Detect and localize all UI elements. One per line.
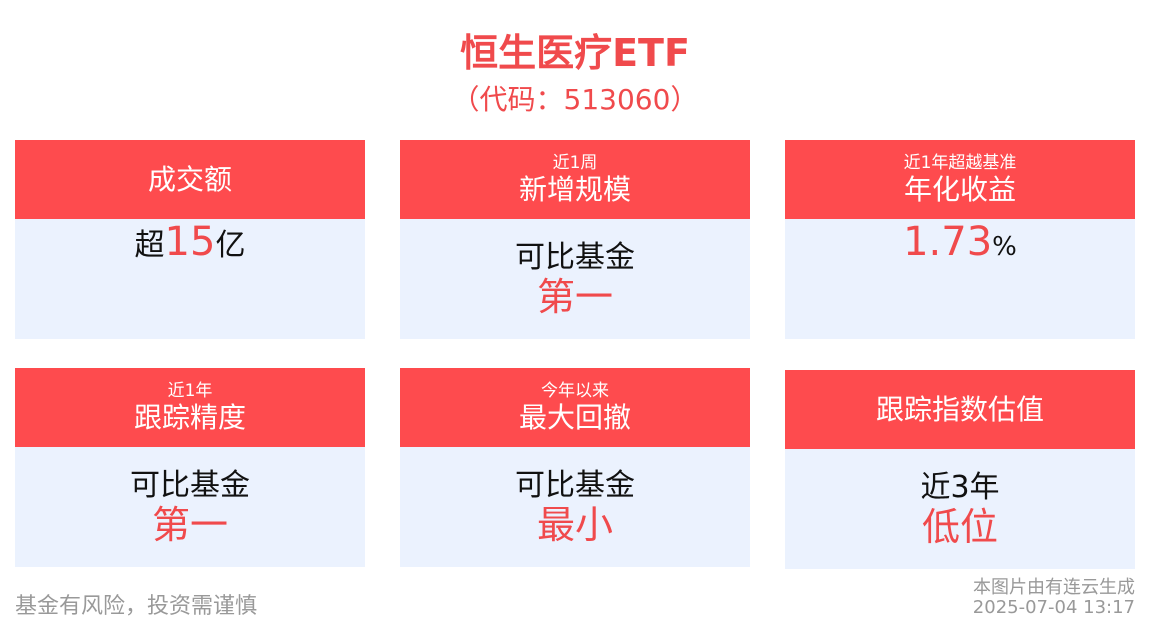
line1: 可比基金 [130, 468, 250, 503]
line2: 第一 [151, 503, 228, 547]
line1: 近3年 [920, 470, 1000, 505]
value: 1.73 [903, 219, 993, 265]
card-valuation: 跟踪指数估值 近3年 低位 [785, 370, 1135, 569]
card-subtitle: 近1年超越基准 [903, 152, 1017, 173]
source-text: 本图片由有连云生成 [973, 577, 1135, 598]
page-title: 恒生医疗ETF [460, 31, 690, 75]
unit: 亿 [215, 228, 246, 263]
card-title: 跟踪精度 [133, 400, 246, 434]
card-subtitle: 近1周 [552, 152, 598, 173]
line1: 可比基金 [515, 468, 635, 503]
card-title: 跟踪指数估值 [875, 392, 1044, 426]
card-new-scale: 近1周 新增规模 可比基金 第一 [400, 140, 750, 339]
card-drawdown: 今年以来 最大回撤 可比基金 最小 [400, 368, 750, 567]
card-tracking: 近1年 跟踪精度 可比基金 第一 [15, 368, 365, 567]
card-title: 最大回撤 [518, 400, 631, 434]
card-subtitle: 近1年 [167, 380, 213, 401]
value: 15 [164, 219, 216, 265]
prefix: 超 [134, 228, 165, 263]
source-info: 本图片由有连云生成 2025-07-04 13:17 [973, 578, 1135, 618]
timestamp: 2025-07-04 13:17 [972, 597, 1135, 618]
card-title: 年化收益 [903, 172, 1016, 206]
line2: 第一 [536, 275, 613, 319]
unit: % [992, 232, 1017, 262]
card-annual-return: 近1年超越基准 年化收益 1.73% [785, 140, 1135, 339]
risk-disclaimer: 基金有风险，投资需谨慎 [15, 594, 258, 619]
fund-code: （代码：513060） [451, 83, 699, 116]
card-title: 新增规模 [518, 172, 631, 206]
line2: 低位 [921, 505, 998, 549]
card-title: 成交额 [147, 162, 232, 196]
card-subtitle: 今年以来 [541, 380, 609, 401]
line2: 最小 [536, 503, 613, 547]
line1: 可比基金 [515, 240, 635, 275]
card-turnover: 成交额 超 15 亿 [15, 140, 365, 339]
